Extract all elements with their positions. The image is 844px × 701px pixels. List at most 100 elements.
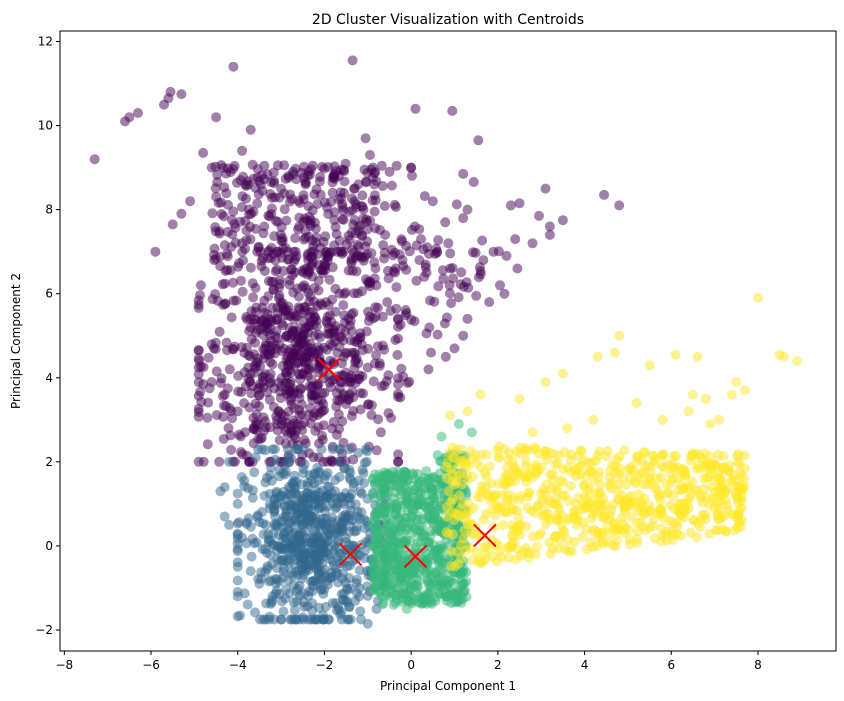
cluster-0-point (211, 366, 222, 377)
cluster-0-point (446, 298, 457, 309)
cluster-0-point (194, 355, 205, 366)
cluster-1-point (359, 478, 370, 488)
cluster-0-point (260, 422, 271, 433)
x-tick-label: 4 (581, 658, 589, 672)
cluster-0-point (294, 405, 305, 416)
cluster-0-point (407, 170, 417, 181)
cluster-1-point (239, 588, 250, 599)
cluster-0-point (462, 313, 473, 324)
cluster-3-point (733, 497, 743, 508)
cluster-0-point (360, 133, 371, 144)
cluster-3-point (466, 518, 477, 529)
cluster-3-point (568, 506, 579, 517)
cluster-0-point (314, 345, 324, 356)
cluster-3-point (633, 502, 644, 513)
cluster-0-point (493, 246, 504, 257)
cluster-3-point (562, 423, 573, 434)
cluster-0-point (371, 445, 382, 456)
cluster-0-point (451, 199, 462, 210)
cluster-0-point (419, 191, 430, 202)
cluster-0-point (293, 291, 304, 302)
cluster-0-point (211, 410, 222, 420)
cluster-1-point (232, 488, 243, 499)
cluster-0-point (510, 234, 521, 245)
cluster-0-point (268, 249, 279, 260)
cluster-3-point (540, 377, 551, 387)
cluster-2-point (395, 489, 406, 500)
cluster-1-point (246, 551, 257, 562)
cluster-3-point (512, 525, 523, 536)
cluster-0-point (275, 229, 286, 240)
cluster-2-point (389, 525, 400, 536)
cluster-0-point (210, 222, 221, 233)
y-axis-label: Principal Component 2 (9, 273, 23, 409)
cluster-0-point (211, 191, 222, 202)
cluster-0-point (337, 416, 348, 427)
cluster-0-point (390, 335, 401, 345)
cluster-3-point (719, 462, 729, 473)
cluster-3-point (683, 406, 694, 417)
cluster-1-point (318, 514, 329, 524)
cluster-0-point (218, 211, 229, 222)
cluster-0-point (462, 204, 473, 215)
cluster-1-point (354, 565, 365, 576)
cluster-0-point (222, 251, 233, 262)
cluster-3-point (564, 496, 574, 507)
cluster-1-point (302, 488, 313, 499)
cluster-0-point (340, 348, 351, 359)
cluster-1-point (343, 549, 354, 560)
cluster-0-point (286, 264, 297, 275)
cluster-0-point (319, 197, 330, 208)
cluster-0-point (614, 200, 625, 211)
cluster-1-point (239, 481, 250, 492)
cluster-0-point (241, 193, 251, 204)
cluster-1-point (297, 564, 308, 575)
cluster-0-point (395, 319, 406, 330)
cluster-0-point (222, 265, 233, 275)
cluster-1-point (327, 571, 338, 582)
cluster-2-point (380, 507, 390, 518)
cluster-1-point (324, 482, 335, 492)
cluster-1-point (334, 471, 345, 482)
cluster-0-point (363, 399, 374, 410)
cluster-0-point (406, 162, 416, 173)
cluster-3-point (494, 546, 505, 557)
cluster-0-point (458, 213, 469, 224)
cluster-2-point (372, 512, 383, 523)
cluster-3-point (479, 542, 490, 553)
cluster-0-point (253, 241, 264, 252)
cluster-3-point (557, 368, 568, 379)
x-tick-label: 0 (407, 658, 415, 672)
cluster-0-point (320, 231, 331, 242)
cluster-2-point (420, 548, 431, 559)
cluster-0-point (224, 364, 235, 375)
cluster-3-point (732, 522, 743, 533)
cluster-1-point (297, 612, 308, 623)
cluster-0-point (150, 246, 161, 257)
cluster-0-point (259, 221, 270, 232)
cluster-1-point (268, 528, 279, 539)
cluster-3-point (659, 513, 669, 524)
cluster-3-point (599, 511, 610, 522)
cluster-0-point (308, 296, 319, 307)
cluster-0-point (329, 169, 340, 179)
cluster-1-point (283, 558, 294, 569)
cluster-2-point (399, 474, 410, 485)
cluster-3-point (510, 476, 521, 487)
cluster-0-point (281, 215, 292, 226)
cluster-0-point (306, 390, 317, 401)
cluster-3-point (666, 478, 676, 488)
cluster-1-point (266, 462, 276, 473)
cluster-0-point (378, 240, 389, 251)
cluster-1-point (338, 589, 349, 600)
cluster-1-point (278, 606, 289, 617)
cluster-0-point (357, 190, 368, 201)
cluster-0-point (226, 312, 237, 323)
cluster-1-point (250, 452, 261, 463)
cluster-3-point (721, 526, 732, 537)
cluster-3-point (697, 497, 708, 508)
cluster-1-point (289, 605, 300, 616)
cluster-0-point (362, 236, 373, 247)
cluster-0-point (218, 299, 229, 310)
y-tick-label: 2 (45, 455, 53, 469)
